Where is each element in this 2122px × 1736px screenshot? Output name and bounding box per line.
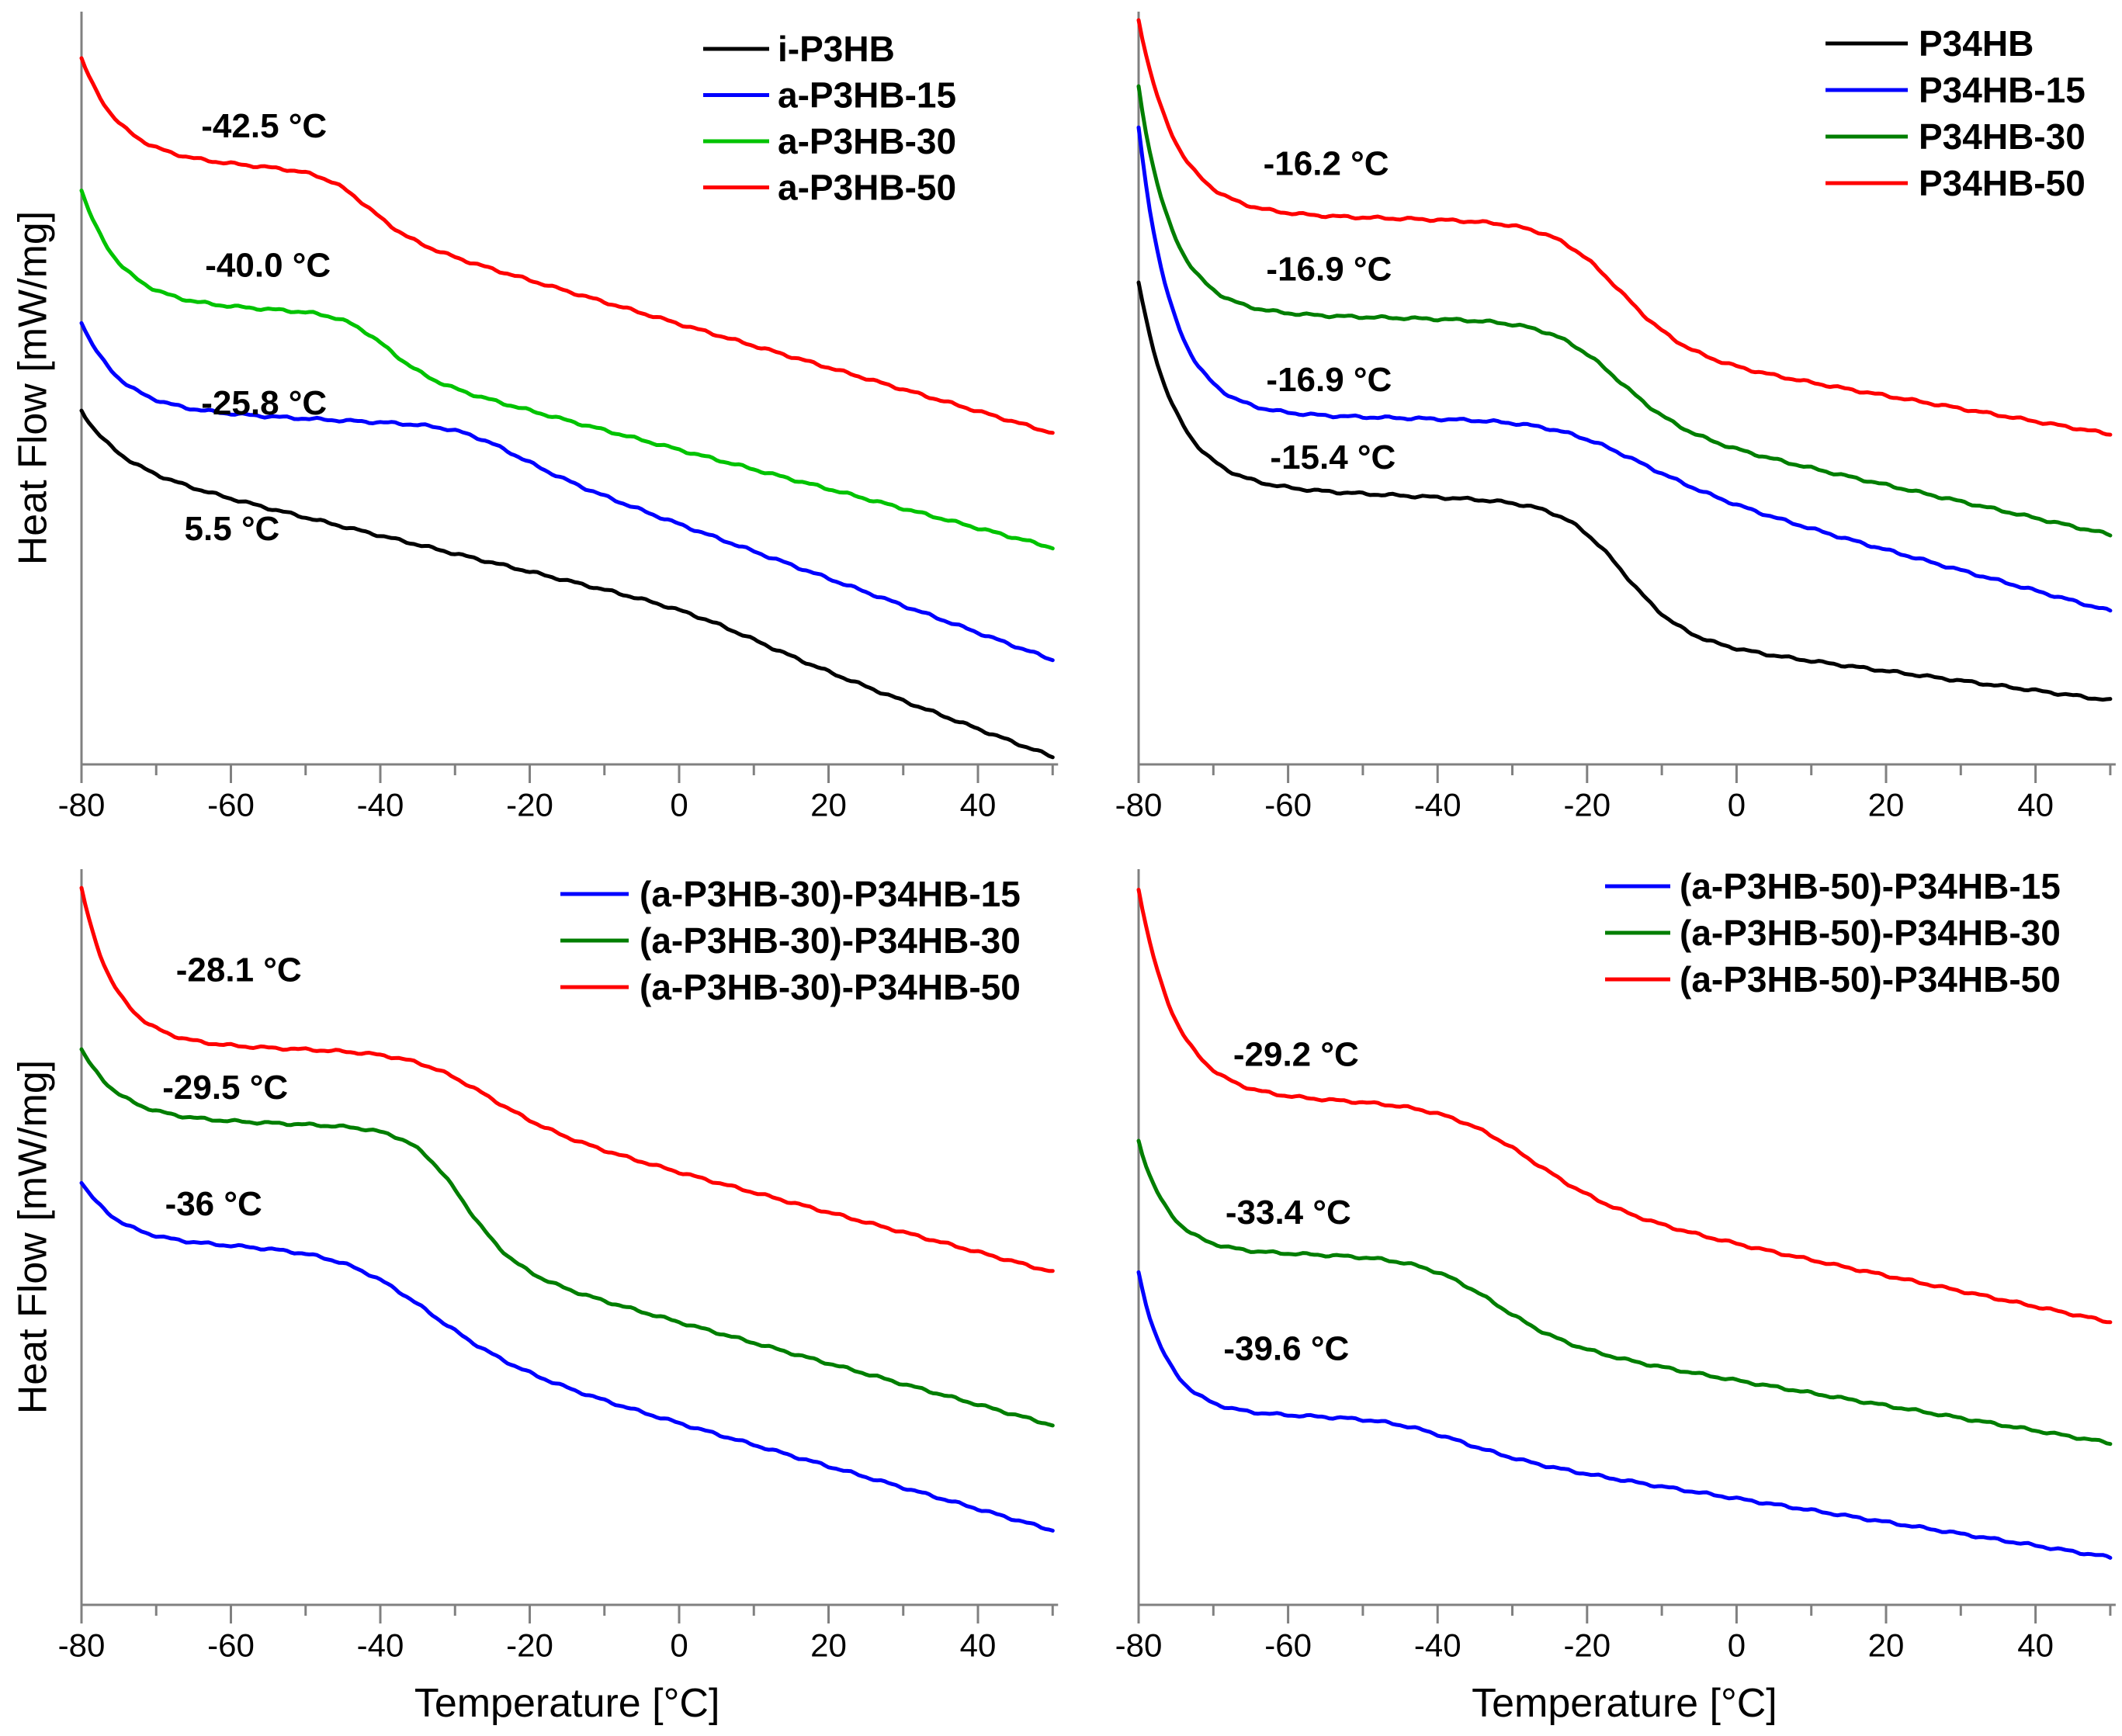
tg-annotation-(a-P3HB-30)-P34HB-30: -29.5 °C — [162, 1069, 288, 1107]
x-tick-label: 20 — [810, 1627, 847, 1663]
legend-label-(a-P3HB-50)-P34HB-30: (a-P3HB-50)-P34HB-30 — [1680, 913, 2061, 953]
legend-label-P34HB: P34HB — [1919, 23, 2034, 64]
x-tick-label: -20 — [506, 786, 553, 823]
x-tick-label: -80 — [58, 786, 106, 823]
tg-annotation-P34HB: -15.4 °C — [1270, 438, 1396, 476]
x-tick-label: -80 — [1115, 1627, 1163, 1663]
curve-a-P3HB-50 — [79, 56, 1055, 435]
curve-P34HB-15 — [1136, 125, 2113, 613]
curve-a-P3HB-30 — [79, 189, 1055, 551]
tg-annotation-a-P3HB-15: -25.8 °C — [201, 384, 327, 422]
x-tick-label: 40 — [2017, 786, 2054, 823]
legend-label-a-P3HB-50: a-P3HB-50 — [778, 168, 956, 208]
x-tick-label: 40 — [960, 1627, 997, 1663]
x-tick-label: -20 — [1563, 786, 1611, 823]
tg-annotation-P34HB-15: -16.9 °C — [1266, 361, 1392, 399]
x-tick-label: -40 — [357, 1627, 404, 1663]
tg-annotation-a-P3HB-50: -42.5 °C — [201, 107, 327, 145]
dsc-panel-top-left: -80 -60 -40 -20 0 20 40 5.5 °C -25.8 °C -40.0 °C -… — [11, 12, 1059, 823]
curve-a-P3HB-15 — [79, 321, 1055, 663]
legend-label-(a-P3HB-50)-P34HB-50: (a-P3HB-50)-P34HB-50 — [1680, 959, 2061, 1000]
curve-P34HB-50 — [1136, 18, 2113, 437]
x-tick-label: -20 — [1563, 1627, 1611, 1663]
x-tick-label: -40 — [1414, 1627, 1461, 1663]
x-tick-label: 0 — [1728, 1627, 1746, 1663]
x-axis-title: Temperature [°C] — [414, 1681, 720, 1726]
x-tick-label: -80 — [58, 1627, 106, 1663]
x-tick-label: -60 — [207, 786, 255, 823]
curve-P34HB-30 — [1136, 84, 2113, 538]
x-tick-label: 0 — [670, 1627, 688, 1663]
tg-annotation-(a-P3HB-30)-P34HB-15: -36 °C — [165, 1185, 262, 1223]
x-tick-label: 20 — [810, 786, 847, 823]
x-tick-label: 0 — [670, 786, 688, 823]
x-tick-label: -20 — [506, 1627, 553, 1663]
y-axis-title: Heat Flow [mW/mg] — [11, 1060, 56, 1415]
x-tick-label: 40 — [960, 786, 997, 823]
x-tick-label: 40 — [2017, 1627, 2054, 1663]
curve-(a-P3HB-50)-P34HB-50 — [1136, 887, 2113, 1325]
tg-annotation-P34HB-30: -16.9 °C — [1266, 250, 1392, 288]
x-tick-label: -60 — [1264, 786, 1312, 823]
x-tick-label: -60 — [207, 1627, 255, 1663]
legend-label-(a-P3HB-50)-P34HB-15: (a-P3HB-50)-P34HB-15 — [1680, 866, 2061, 906]
curve-(a-P3HB-30)-P34HB-30 — [79, 1047, 1055, 1428]
tg-annotation-(a-P3HB-50)-P34HB-50: -29.2 °C — [1233, 1035, 1359, 1073]
dsc-panel-bottom-left: -80 -60 -40 -20 0 20 40 -36 °C -29.5 °C -28.1 °C (… — [11, 869, 1059, 1726]
x-axis-title: Temperature [°C] — [1472, 1681, 1777, 1726]
dsc-panel-bottom-right: -80 -60 -40 -20 0 20 40 -39.6 °C -33.4 °C -29.2 °… — [1115, 866, 2116, 1726]
x-tick-label: 20 — [1868, 1627, 1905, 1663]
curve-(a-P3HB-50)-P34HB-15 — [1136, 1270, 2113, 1560]
tg-annotation-i-P3HB: 5.5 °C — [185, 510, 280, 548]
legend-label-P34HB-50: P34HB-50 — [1919, 163, 2086, 203]
curve-i-P3HB — [79, 408, 1055, 760]
x-tick-label: 20 — [1868, 786, 1905, 823]
tg-annotation-P34HB-50: -16.2 °C — [1264, 144, 1389, 182]
curve-(a-P3HB-30)-P34HB-50 — [79, 885, 1055, 1273]
tg-annotation-a-P3HB-30: -40.0 °C — [205, 246, 331, 284]
x-tick-label: 0 — [1728, 786, 1746, 823]
legend-label-i-P3HB: i-P3HB — [778, 29, 895, 69]
legend-label-(a-P3HB-30)-P34HB-30: (a-P3HB-30)-P34HB-30 — [640, 920, 1021, 961]
legend-label-P34HB-30: P34HB-30 — [1919, 116, 2086, 157]
x-tick-label: -80 — [1115, 786, 1163, 823]
legend-label-(a-P3HB-30)-P34HB-15: (a-P3HB-30)-P34HB-15 — [640, 874, 1021, 914]
legend-label-P34HB-15: P34HB-15 — [1919, 70, 2086, 110]
curve-P34HB — [1136, 280, 2113, 702]
legend-label-a-P3HB-15: a-P3HB-15 — [778, 75, 956, 116]
dsc-panel-top-right: -80 -60 -40 -20 0 20 40 -15.4 °C -16.9 °C -16.9 °… — [1115, 12, 2116, 823]
curve-(a-P3HB-30)-P34HB-15 — [79, 1180, 1055, 1533]
tg-annotation-(a-P3HB-50)-P34HB-30: -33.4 °C — [1226, 1194, 1351, 1232]
x-tick-label: -60 — [1264, 1627, 1312, 1663]
legend-label-(a-P3HB-30)-P34HB-50: (a-P3HB-30)-P34HB-50 — [640, 967, 1021, 1007]
curve-(a-P3HB-50)-P34HB-30 — [1136, 1138, 2113, 1447]
legend-label-a-P3HB-30: a-P3HB-30 — [778, 121, 956, 161]
tg-annotation-(a-P3HB-50)-P34HB-15: -39.6 °C — [1223, 1330, 1349, 1368]
y-axis-title: Heat Flow [mW/mg] — [11, 211, 56, 566]
tg-annotation-(a-P3HB-30)-P34HB-50: -28.1 °C — [176, 951, 302, 989]
x-tick-label: -40 — [357, 786, 404, 823]
x-tick-label: -40 — [1414, 786, 1461, 823]
